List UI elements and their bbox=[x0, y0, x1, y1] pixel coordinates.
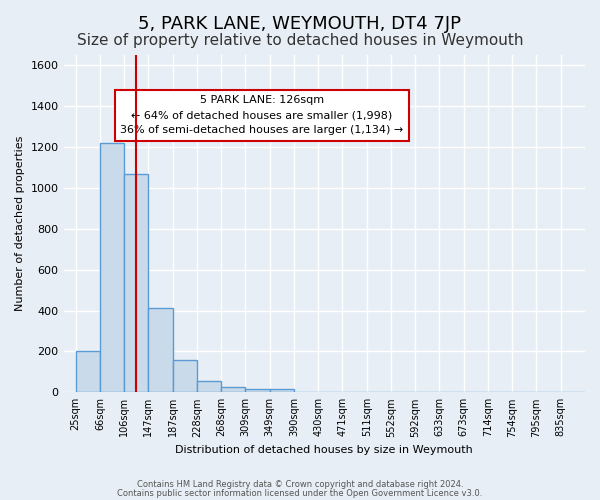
Bar bbox=[221, 386, 245, 392]
Bar bbox=[197, 381, 221, 392]
Y-axis label: Number of detached properties: Number of detached properties bbox=[15, 136, 25, 312]
X-axis label: Distribution of detached houses by size in Weymouth: Distribution of detached houses by size … bbox=[175, 445, 473, 455]
Text: 5, PARK LANE, WEYMOUTH, DT4 7JP: 5, PARK LANE, WEYMOUTH, DT4 7JP bbox=[139, 15, 461, 33]
Bar bbox=[100, 143, 124, 392]
Bar bbox=[245, 389, 269, 392]
Bar bbox=[269, 389, 294, 392]
Bar bbox=[173, 360, 197, 392]
Bar bbox=[76, 352, 100, 393]
Bar bbox=[148, 308, 173, 392]
Text: Contains public sector information licensed under the Open Government Licence v3: Contains public sector information licen… bbox=[118, 488, 482, 498]
Text: 5 PARK LANE: 126sqm
← 64% of detached houses are smaller (1,998)
36% of semi-det: 5 PARK LANE: 126sqm ← 64% of detached ho… bbox=[120, 96, 403, 135]
Bar bbox=[124, 174, 148, 392]
Text: Size of property relative to detached houses in Weymouth: Size of property relative to detached ho… bbox=[77, 32, 523, 48]
Text: Contains HM Land Registry data © Crown copyright and database right 2024.: Contains HM Land Registry data © Crown c… bbox=[137, 480, 463, 489]
